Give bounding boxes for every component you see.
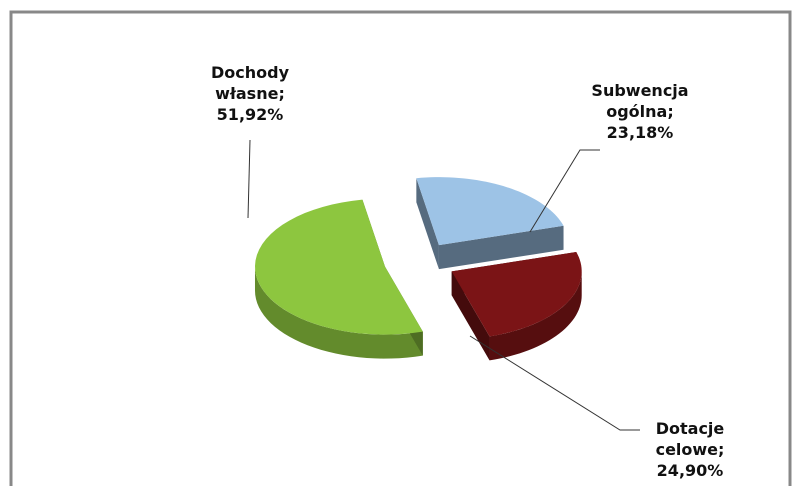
slice-cut <box>451 271 490 361</box>
slices <box>254 177 582 361</box>
data-label: Dotacje celowe; 24,90% <box>655 419 725 480</box>
frame <box>9 10 792 486</box>
slice-side <box>254 266 423 359</box>
slice <box>451 252 582 337</box>
leader-line <box>469 335 640 431</box>
data-label: Dochody własne; 51,92% <box>210 63 290 124</box>
slice-side <box>489 271 582 361</box>
data-label: Subwencja ogólna; 23,18% <box>591 81 689 142</box>
leader-line <box>247 139 251 219</box>
slice-cut <box>416 178 439 270</box>
slice <box>254 199 423 335</box>
slice <box>416 177 564 246</box>
leader-line <box>529 149 600 233</box>
slice-cut <box>438 225 564 270</box>
